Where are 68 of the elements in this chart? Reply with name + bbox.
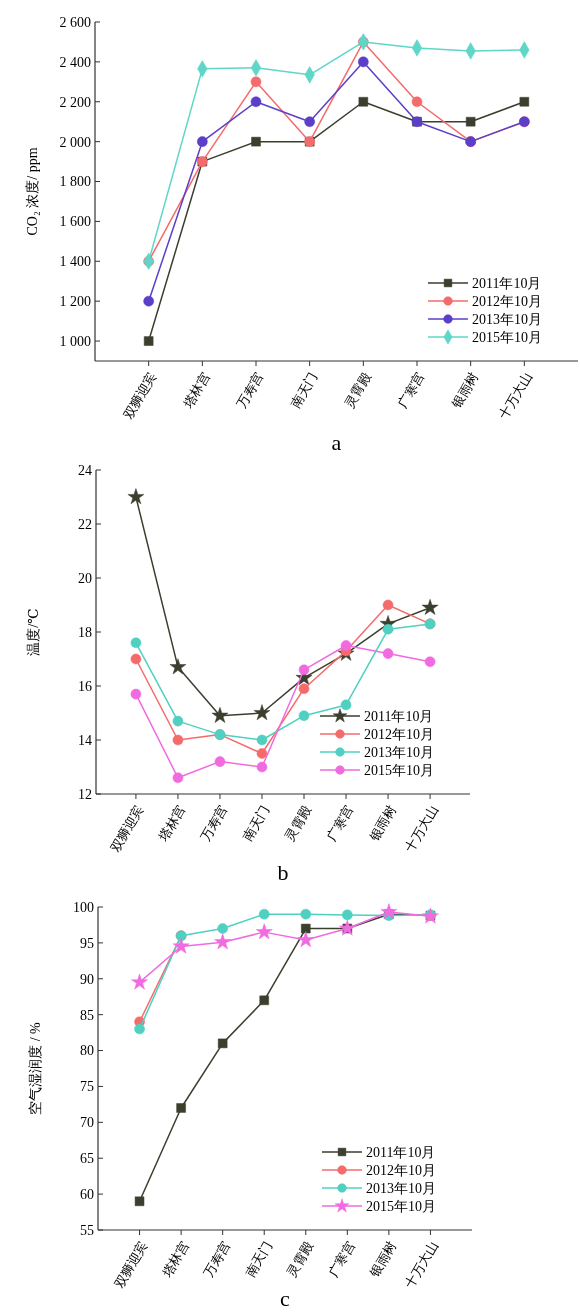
legend-label: 2012年10月 xyxy=(366,1163,436,1178)
x-tick-label: 广寒宫 xyxy=(325,1238,358,1280)
legend-label: 2013年10月 xyxy=(472,312,542,327)
x-tick-label: 广寒宫 xyxy=(324,802,357,844)
y-tick-label: 65 xyxy=(80,1151,94,1167)
x-tick-label: 灵霄殿 xyxy=(283,1238,317,1280)
x-tick-label: 银雨树 xyxy=(365,802,399,845)
y-tick-label: 60 xyxy=(80,1187,94,1203)
text: b xyxy=(277,860,289,885)
y-axis-title: 温度/℃ xyxy=(26,608,41,656)
legend-label: 2012年10月 xyxy=(364,727,434,742)
x-tick-label: 塔林宫 xyxy=(155,802,189,845)
y-tick-label: 16 xyxy=(78,678,92,694)
y-tick-label: 1 600 xyxy=(59,214,91,230)
y-tick-label: 12 xyxy=(78,786,92,802)
y-tick-label: 90 xyxy=(80,971,94,987)
x-tick-label: 十万大山 xyxy=(401,1238,441,1291)
x-tick-label: 南天门 xyxy=(240,802,273,844)
x-tick-label: 双狮迎宾 xyxy=(111,1238,151,1291)
x-tick-label: 万寿宫 xyxy=(200,1238,234,1280)
y-tick-label: 55 xyxy=(80,1222,94,1238)
x-tick-label: 双狮迎宾 xyxy=(107,802,147,855)
y-tick-label: 14 xyxy=(78,732,92,748)
x-tick-label: 十万大山 xyxy=(401,802,441,855)
legend-label: 2013年10月 xyxy=(366,1181,436,1196)
y-tick-label: 100 xyxy=(73,899,94,915)
y-tick-label: 80 xyxy=(80,1043,94,1059)
y-tick-label: 22 xyxy=(78,516,92,532)
legend-label: 2011年10月 xyxy=(366,1145,436,1160)
y-tick-label: 18 xyxy=(78,624,92,640)
y-tick-label: 1 400 xyxy=(59,254,91,270)
legend-label: 2015年10月 xyxy=(472,330,542,345)
x-tick-label: 双狮迎宾 xyxy=(120,369,160,422)
legend-label: 2015年10月 xyxy=(364,763,434,778)
y-tick-label: 1 200 xyxy=(59,294,91,310)
x-tick-label: 塔林宫 xyxy=(158,1238,192,1281)
y-tick-label: 75 xyxy=(80,1079,94,1095)
y-tick-label: 2 400 xyxy=(59,54,91,70)
x-tick-label: 广寒宫 xyxy=(395,369,428,411)
y-tick-label: 2 600 xyxy=(59,14,91,30)
x-tick-label: 万寿宫 xyxy=(234,369,267,411)
legend-label: 2013年10月 xyxy=(364,745,434,760)
text: a xyxy=(331,430,342,455)
x-tick-label: 十万大山 xyxy=(495,369,535,422)
text: c xyxy=(280,1286,291,1311)
y-tick-label: 2 200 xyxy=(59,94,91,110)
y-tick-label: 1 000 xyxy=(59,333,91,349)
x-tick-label: 灵霄殿 xyxy=(341,369,374,411)
y-tick-label: 24 xyxy=(78,462,92,478)
x-tick-label: 万寿宫 xyxy=(198,802,231,844)
y-tick-label: 70 xyxy=(80,1115,94,1131)
y-axis-title: 空气湿润度 / % xyxy=(28,1021,43,1115)
legend-label: 2012年10月 xyxy=(472,294,542,309)
y-axis-title: CO₂ 浓度/ ppm xyxy=(25,147,40,236)
y-tick-label: 95 xyxy=(80,935,94,951)
y-tick-label: 20 xyxy=(78,570,92,586)
x-tick-label: 南天门 xyxy=(242,1238,275,1280)
y-tick-label: 85 xyxy=(80,1007,94,1023)
legend-label: 2011年10月 xyxy=(364,709,434,724)
y-tick-label: 1 800 xyxy=(59,174,91,190)
legend-label: 2015年10月 xyxy=(366,1199,436,1214)
legend-label: 2011年10月 xyxy=(472,276,542,291)
x-tick-label: 南天门 xyxy=(287,369,321,411)
x-tick-label: 银雨树 xyxy=(448,369,482,412)
x-tick-label: 银雨树 xyxy=(366,1238,400,1281)
y-tick-label: 2 000 xyxy=(59,134,91,150)
x-tick-label: 灵霄殿 xyxy=(282,802,315,844)
x-tick-label: 塔林宫 xyxy=(179,369,213,412)
